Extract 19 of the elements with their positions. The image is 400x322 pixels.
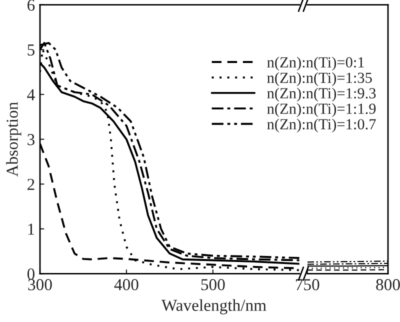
legend-label: n(Zn):n(Ti)=1:1.9: [267, 103, 376, 118]
y-tick-label: 0: [27, 268, 35, 280]
legend-label: n(Zn):n(Ti)=1:0.7: [267, 118, 376, 132]
x-tick-label: 300: [28, 279, 52, 290]
y-axis-title: Absorption: [6, 102, 22, 177]
legend-label: n(Zn):n(Ti)=0:1: [267, 56, 364, 71]
x-tick-label: 750: [296, 279, 320, 290]
y-tick-label: 1: [28, 224, 34, 235]
y-tick-label: 3: [28, 134, 34, 146]
x-tick-label: 400: [114, 279, 138, 290]
y-tick-label: 5: [28, 44, 34, 56]
x-axis-title: Wavelength/nm: [161, 299, 266, 314]
legend-label: n(Zn):n(Ti)=1:35: [267, 72, 372, 86]
legend-label: n(Zn):n(Ti)=1:9.3: [267, 88, 376, 102]
y-tick-label: 4: [27, 89, 35, 100]
x-tick-label: 500: [201, 279, 225, 290]
y-tick-label: 2: [28, 178, 34, 190]
y-tick-label: 6: [28, 0, 35, 11]
x-tick-label: 800: [376, 279, 400, 290]
